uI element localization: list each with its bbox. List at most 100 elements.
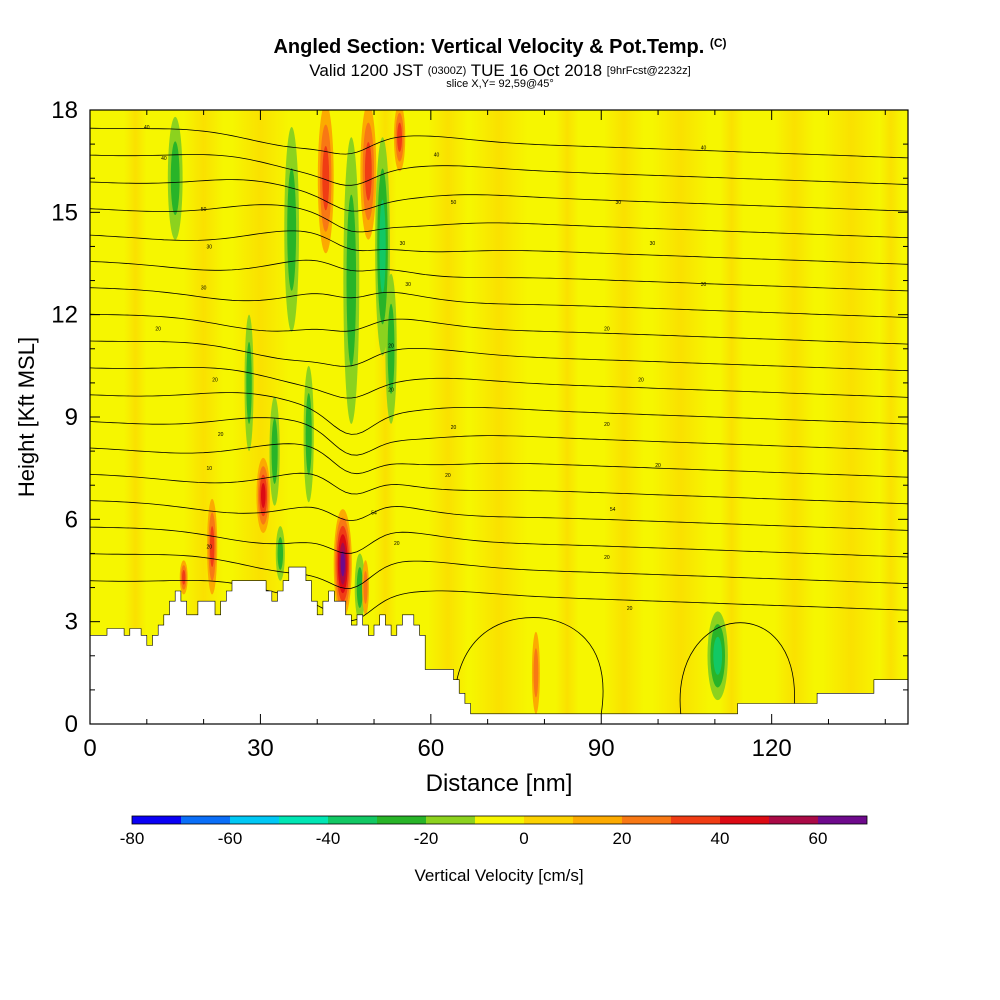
theta-contour	[90, 154, 908, 186]
updraft-cell	[260, 482, 266, 508]
theta-contour	[90, 259, 908, 292]
downdraft-cell	[246, 341, 252, 424]
downdraft-cell	[387, 303, 395, 394]
y-tick-label: 18	[51, 97, 78, 124]
theta-contour-label: 20	[604, 422, 610, 428]
x-tick-label: 120	[752, 735, 792, 762]
colorbar-swatch	[181, 816, 230, 824]
theta-contour-label: 20	[394, 541, 400, 547]
theta-contour	[90, 179, 908, 212]
plot-area: 40 40 50 30 30 20 20 20 10 20 40 50 30 30 20 20 20 20 54 20…	[90, 110, 908, 724]
theta-contour	[90, 553, 908, 589]
theta-contour	[90, 526, 908, 558]
x-tick-label: 0	[83, 735, 96, 762]
colorbar-tick-label: 20	[613, 829, 632, 848]
downdraft-cell	[170, 141, 180, 216]
colorbar-label: Vertical Velocity [cm/s]	[414, 866, 583, 885]
shade-band	[470, 110, 528, 724]
theta-contour-label: 20	[218, 432, 224, 438]
theta-contour-label: 20	[155, 326, 161, 332]
colorbar-swatch	[475, 816, 524, 824]
colorbar-swatch	[230, 816, 279, 824]
y-tick-label: 15	[51, 199, 78, 226]
downdraft-cell	[305, 393, 312, 475]
theta-contour-label: 30	[701, 282, 707, 288]
colorbar-tick-label: -80	[120, 829, 145, 848]
valid-utc: (0300Z)	[427, 65, 467, 77]
theta-contour-label: 20	[451, 425, 457, 431]
colorbar-swatch	[279, 816, 328, 824]
x-tick-label: 90	[588, 735, 615, 762]
theta-contour	[90, 230, 908, 265]
y-tick-label: 9	[65, 404, 78, 431]
theta-contour-label: 20	[212, 377, 218, 383]
x-axis: 0 30 60 90 120	[83, 110, 886, 762]
theta-contour-label: 30	[405, 282, 411, 288]
colorbar-swatch	[671, 816, 720, 824]
shade-band	[652, 110, 710, 724]
theta-contour-label: 20	[655, 463, 661, 469]
x-tick-label: 60	[417, 735, 444, 762]
colorbar-swatch	[524, 816, 573, 824]
shade-band	[822, 110, 880, 724]
y-tick-label: 3	[65, 609, 78, 636]
updraft-cell	[322, 146, 330, 211]
theta-contour-label: 20	[388, 343, 394, 349]
x-axis-label: Distance [nm]	[426, 770, 573, 797]
theta-contour	[90, 392, 908, 435]
downdraft-cell	[277, 537, 284, 570]
theta-contour	[90, 127, 908, 159]
theta-contour-labels: 40 40 50 30 30 20 20 20 10 20 40 50 30 30 20 20 20 20 54 20…	[144, 125, 706, 612]
theta-contour	[90, 340, 908, 372]
chart-title: Angled Section: Vertical Velocity & Pot.…	[0, 36, 1000, 59]
theta-contour-label: 20	[445, 473, 451, 479]
y-tick-label: 6	[65, 506, 78, 533]
colorbar-tick-label: 60	[809, 829, 828, 848]
theta-contour-label: 50	[201, 207, 207, 213]
theta-contours	[90, 127, 908, 714]
theta-contour-label: 30	[207, 244, 213, 250]
updraft-cell	[340, 551, 345, 577]
colorbar-swatch	[818, 816, 867, 824]
valid-time-line: Valid 1200 JST (0300Z) TUE 16 Oct 2018 […	[0, 61, 1000, 81]
theta-contour-label: 30	[650, 241, 656, 247]
valid-date: TUE 16 Oct 2018	[470, 61, 603, 80]
chart-title-unit: (C)	[709, 36, 727, 50]
theta-contour-label: 40	[434, 152, 440, 158]
slice-info: slice X,Y= 92,59@45°	[446, 78, 554, 90]
theta-contour-label: 20	[627, 606, 633, 612]
downdraft-cell	[379, 199, 386, 294]
y-axis: 0 3 6 9 12 15 18	[51, 97, 908, 738]
colorbar-tick-label: -60	[218, 829, 243, 848]
colorbar-tick-label: -40	[316, 829, 341, 848]
colorbar-tick-label: 40	[711, 829, 730, 848]
theta-contour-label: 30	[616, 200, 622, 206]
terrain	[90, 566, 908, 724]
downdraft-cell	[346, 194, 357, 367]
updraft-cell	[363, 571, 368, 604]
theta-contour	[90, 417, 908, 456]
shade-band	[427, 110, 468, 724]
downdraft-cell	[713, 636, 723, 675]
shade-band	[720, 110, 744, 724]
forecast-tag: [9hrFcst@2232z]	[606, 65, 691, 77]
theta-contour	[90, 287, 908, 318]
theta-contour	[90, 443, 908, 478]
theta-contour	[90, 580, 908, 622]
colorbar-swatch	[426, 816, 475, 824]
theta-contour-label: 54	[371, 511, 377, 517]
colorbar-tick-label: -20	[414, 829, 439, 848]
theta-contour-label: 20	[638, 377, 644, 383]
colorbar-swatch	[328, 816, 377, 824]
colorbar-swatch	[622, 816, 671, 824]
theta-contour-label: 20	[604, 555, 610, 561]
velocity-cells	[167, 110, 728, 714]
theta-contour-label: 10	[207, 466, 213, 472]
colorbar: -80 -60 -40 -20 0 20 40 60	[120, 815, 868, 848]
colorbar-swatch	[769, 816, 818, 824]
shade-band	[774, 110, 815, 724]
theta-contour-label: 40	[144, 125, 150, 131]
colorbar-frame	[131, 815, 868, 825]
theta-contour	[453, 617, 604, 714]
